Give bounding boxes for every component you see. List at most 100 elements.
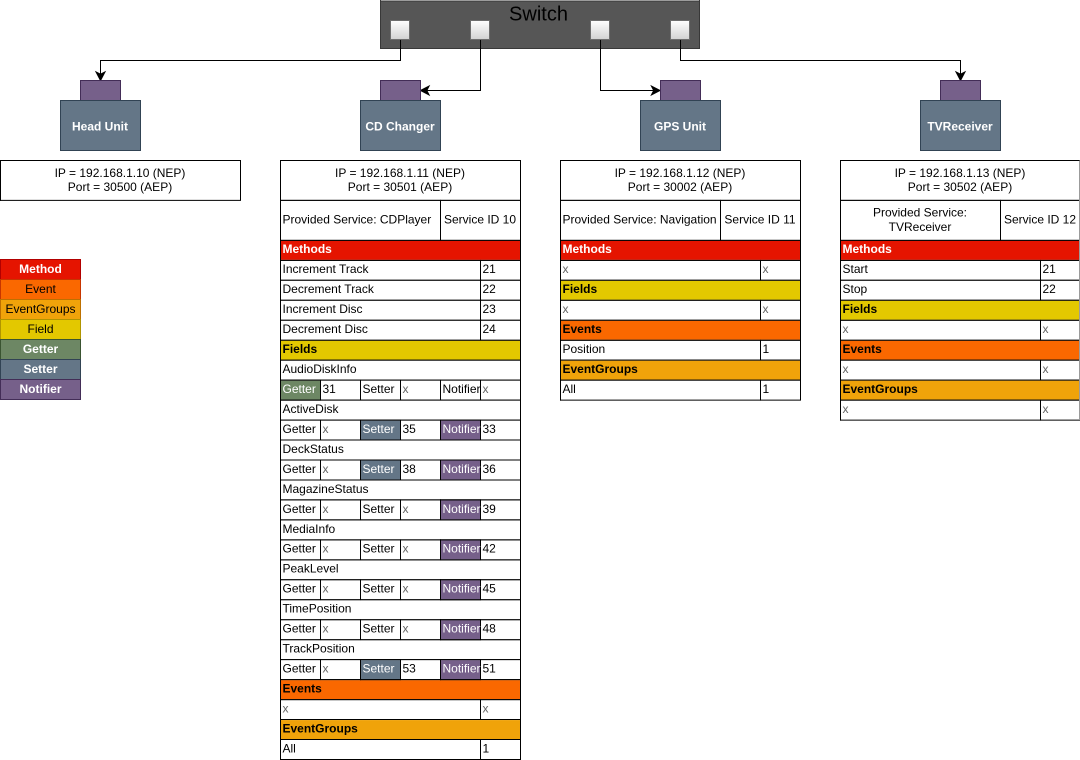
svg-text:x: x [403,582,409,596]
svg-text:Notifier: Notifier [443,542,481,556]
svg-text:Setter: Setter [363,502,395,516]
svg-text:Setter: Setter [363,622,395,636]
svg-text:All: All [283,741,296,755]
svg-text:Notifier: Notifier [443,622,481,636]
svg-text:Field: Field [27,322,53,336]
svg-text:MediaInfo: MediaInfo [283,522,336,536]
svg-text:Getter: Getter [283,582,316,596]
svg-text:TrackPosition: TrackPosition [283,642,355,656]
svg-text:IP = 192.168.1.13 (NEP): IP = 192.168.1.13 (NEP) [895,166,1026,180]
svg-text:38: 38 [403,462,417,476]
svg-text:Provided Service:: Provided Service: [873,206,967,220]
svg-text:Notifier: Notifier [443,662,481,676]
svg-text:Port = 30502 (AEP): Port = 30502 (AEP) [908,180,1012,194]
svg-text:IP = 192.168.1.12 (NEP): IP = 192.168.1.12 (NEP) [615,166,746,180]
svg-text:EventGroups: EventGroups [283,721,359,735]
svg-text:Setter: Setter [363,382,395,396]
svg-text:x: x [763,302,769,316]
svg-text:IP = 192.168.1.10 (NEP): IP = 192.168.1.10 (NEP) [55,166,186,180]
svg-text:x: x [1043,322,1049,336]
svg-text:1: 1 [483,741,490,755]
svg-text:Method: Method [19,262,62,276]
svg-text:x: x [323,582,329,596]
svg-text:Notifier: Notifier [443,462,481,476]
svg-text:x: x [323,622,329,636]
svg-text:PeakLevel: PeakLevel [283,562,339,576]
svg-text:Service ID 11: Service ID 11 [724,212,795,226]
svg-text:ActiveDisk: ActiveDisk [283,402,340,416]
svg-text:Methods: Methods [283,242,333,256]
svg-text:x: x [843,402,849,416]
svg-text:x: x [283,701,289,715]
svg-text:x: x [323,542,329,556]
svg-text:Switch: Switch [509,4,568,26]
svg-text:x: x [843,322,849,336]
svg-text:Decrement Track: Decrement Track [283,282,375,296]
svg-text:36: 36 [483,462,497,476]
svg-text:Position: Position [563,342,606,356]
svg-text:Setter: Setter [23,362,57,376]
svg-text:x: x [843,362,849,376]
svg-text:TVReceiver: TVReceiver [927,120,993,134]
svg-text:Setter: Setter [363,662,395,676]
svg-text:All: All [563,382,576,396]
svg-text:Port = 30002 (AEP): Port = 30002 (AEP) [628,180,732,194]
svg-text:x: x [323,462,329,476]
svg-text:Setter: Setter [363,462,395,476]
svg-text:x: x [763,262,769,276]
svg-text:GPS Unit: GPS Unit [654,120,706,134]
svg-text:x: x [403,622,409,636]
svg-text:x: x [403,542,409,556]
svg-text:Getter: Getter [283,502,316,516]
svg-text:Service ID 10: Service ID 10 [444,212,516,226]
svg-text:Port = 30501 (AEP): Port = 30501 (AEP) [348,180,452,194]
svg-text:Getter: Getter [283,462,316,476]
svg-text:22: 22 [483,282,497,296]
svg-text:x: x [323,662,329,676]
svg-text:Setter: Setter [363,542,395,556]
svg-text:TVReceiver: TVReceiver [889,220,952,234]
svg-text:Head Unit: Head Unit [72,120,128,134]
svg-text:53: 53 [403,662,417,676]
svg-text:x: x [483,382,489,396]
svg-text:Setter: Setter [363,582,395,596]
svg-text:x: x [323,502,329,516]
svg-text:22: 22 [1043,282,1057,296]
svg-text:48: 48 [483,622,497,636]
svg-text:Notifier: Notifier [20,382,62,396]
svg-text:MagazineStatus: MagazineStatus [283,482,369,496]
svg-text:Methods: Methods [843,242,893,256]
svg-text:Service ID 12: Service ID 12 [1004,212,1076,226]
svg-text:1: 1 [763,382,770,396]
svg-text:Fields: Fields [283,342,318,356]
svg-text:Increment Track: Increment Track [283,262,370,276]
svg-text:39: 39 [483,502,497,516]
svg-text:1: 1 [763,342,770,356]
svg-text:Methods: Methods [563,242,613,256]
svg-text:Provided Service: CDPlayer: Provided Service: CDPlayer [283,212,432,226]
svg-text:35: 35 [403,422,417,436]
svg-text:x: x [483,701,489,715]
svg-text:Setter: Setter [363,422,395,436]
svg-text:33: 33 [483,422,497,436]
svg-text:Events: Events [563,322,603,336]
svg-text:23: 23 [483,302,497,316]
svg-text:Fields: Fields [563,282,598,296]
svg-text:IP = 192.168.1.11 (NEP): IP = 192.168.1.11 (NEP) [335,166,465,180]
svg-text:Provided Service: Navigation: Provided Service: Navigation [563,212,717,226]
svg-text:x: x [1043,402,1049,416]
svg-text:Notifier: Notifier [443,382,481,396]
svg-text:AudioDiskInfo: AudioDiskInfo [283,362,357,376]
svg-text:Decrement Disc: Decrement Disc [283,322,368,336]
svg-text:Increment Disc: Increment Disc [283,302,363,316]
svg-text:21: 21 [1043,262,1057,276]
svg-text:x: x [403,382,409,396]
svg-text:Getter: Getter [283,422,316,436]
svg-text:Notifier: Notifier [443,502,481,516]
svg-text:x: x [563,302,569,316]
svg-text:Getter: Getter [283,622,316,636]
svg-text:Notifier: Notifier [443,422,481,436]
svg-text:Event: Event [25,282,56,296]
svg-text:42: 42 [483,542,497,556]
svg-text:45: 45 [483,582,497,596]
